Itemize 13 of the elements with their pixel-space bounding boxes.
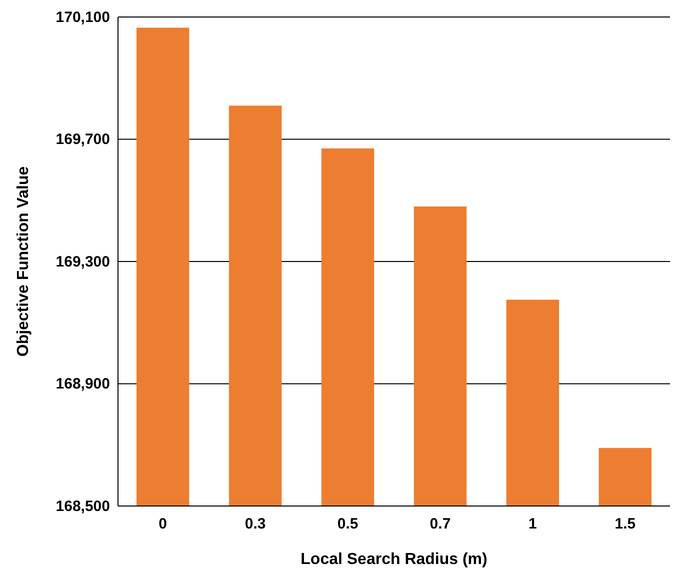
y-tick-label: 169,300 (56, 253, 110, 270)
x-tick-label: 0.7 (430, 516, 451, 533)
x-tick-label: 0.5 (337, 516, 358, 533)
y-axis-title: Objective Function Value (15, 166, 32, 357)
x-tick-label: 0.3 (244, 516, 266, 533)
y-tick-label: 168,900 (56, 376, 110, 393)
x-tick-label: 0 (158, 516, 168, 533)
y-tick-label: 169,700 (56, 131, 110, 148)
x-axis-title: Local Search Radius (m) (300, 551, 488, 568)
y-tick-label: 168,500 (56, 498, 110, 515)
x-tick-label: 1 (528, 516, 537, 533)
x-tick-label: 1.5 (614, 516, 636, 533)
y-tick-label: 170,100 (56, 8, 110, 26)
